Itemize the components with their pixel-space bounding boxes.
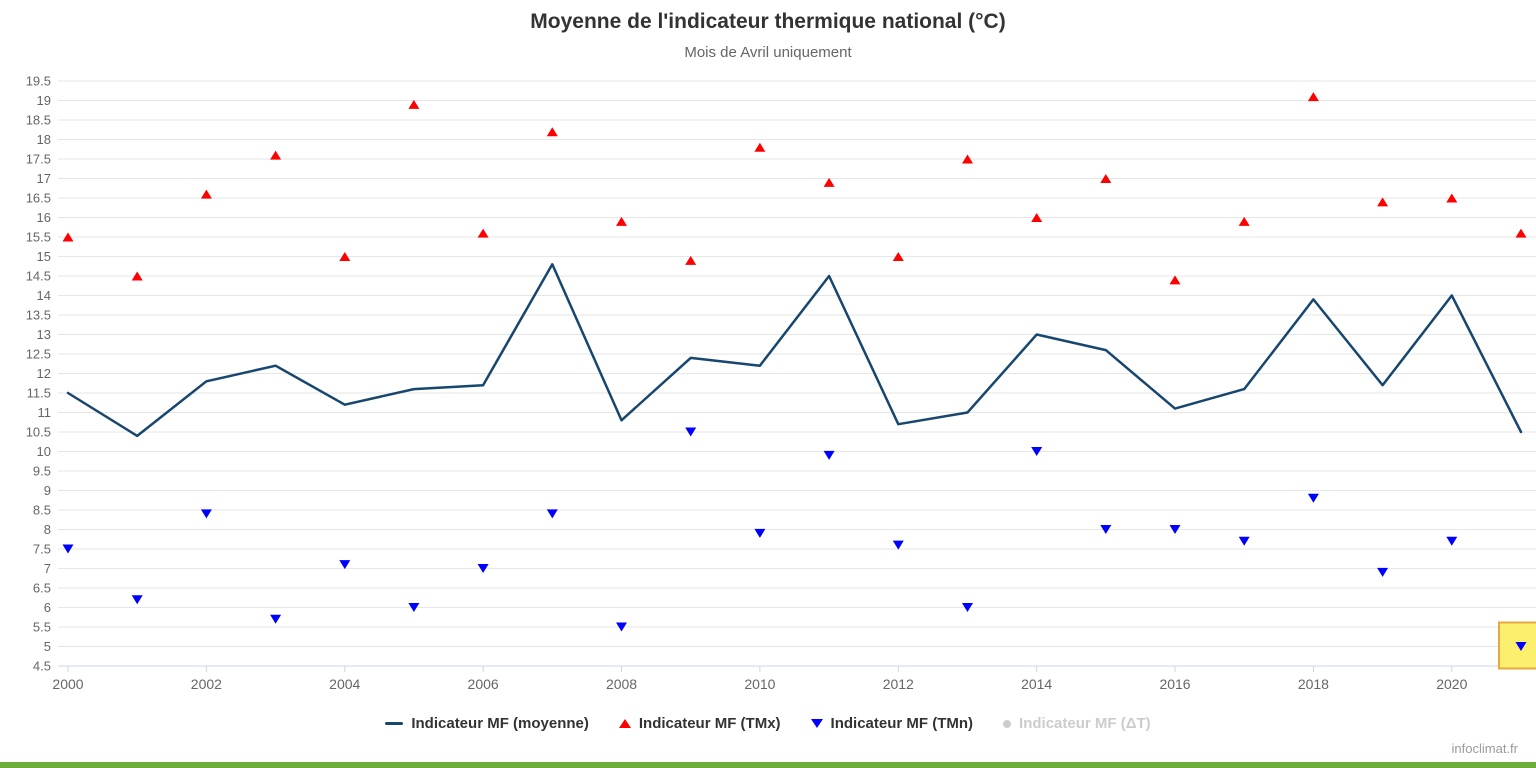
svg-text:2010: 2010 (744, 676, 775, 692)
svg-text:18: 18 (37, 132, 51, 147)
series-moyenne[interactable] (66, 263, 1523, 438)
watermark: infoclimat.fr (1451, 741, 1518, 756)
triangle-down-icon (810, 719, 823, 728)
svg-text:13: 13 (37, 327, 51, 342)
svg-text:2018: 2018 (1298, 676, 1329, 692)
svg-text:8.5: 8.5 (33, 503, 51, 518)
svg-text:14: 14 (37, 288, 51, 303)
triangle-up-icon (618, 719, 631, 728)
svg-text:15: 15 (37, 249, 51, 264)
chart-title: Moyenne de l'indicateur thermique nation… (530, 10, 1006, 33)
svg-text:8: 8 (44, 522, 51, 537)
svg-text:12.5: 12.5 (26, 347, 51, 362)
y-grid-and-labels: 4.5 5 5.5 6 6.5 7 7.5 8 8.5 9 9.5 10 10.5 11 11.5 12 12.… (26, 74, 1536, 674)
svg-text:9: 9 (44, 483, 51, 498)
svg-text:2004: 2004 (329, 676, 360, 692)
svg-text:6.5: 6.5 (33, 581, 51, 596)
legend-item-moyenne[interactable]: Indicateur MF (moyenne) (385, 715, 589, 732)
svg-text:17: 17 (37, 171, 51, 186)
svg-text:4.5: 4.5 (33, 659, 51, 674)
svg-text:10: 10 (37, 444, 51, 459)
svg-text:16: 16 (37, 210, 51, 225)
legend-label-moyenne: Indicateur MF (moyenne) (411, 715, 589, 732)
line-sample-icon (385, 722, 404, 725)
svg-text:2014: 2014 (1021, 676, 1052, 692)
series-tmx[interactable] (62, 92, 1527, 285)
legend: Indicateur MF (moyenne) Indicateur MF (T… (0, 715, 1536, 732)
svg-text:2000: 2000 (52, 676, 83, 692)
footer-brand-bar (0, 762, 1536, 768)
svg-text:7: 7 (44, 561, 51, 576)
svg-text:2012: 2012 (883, 676, 914, 692)
highlight-box (1497, 621, 1536, 670)
svg-text:19.5: 19.5 (26, 74, 51, 89)
legend-item-tmn[interactable]: Indicateur MF (TMn) (810, 715, 974, 732)
legend-label-tmn: Indicateur MF (TMn) (830, 715, 974, 732)
svg-text:2020: 2020 (1436, 676, 1467, 692)
svg-text:7.5: 7.5 (33, 542, 51, 557)
svg-text:10.5: 10.5 (26, 425, 51, 440)
svg-text:11.5: 11.5 (27, 386, 51, 401)
chart-canvas[interactable]: 4.5 5 5.5 6 6.5 7 7.5 8 8.5 9 9.5 10 10.5 11 11.5 12 12.… (0, 0, 1536, 710)
svg-text:18.5: 18.5 (26, 113, 51, 128)
chart-subtitle: Mois de Avril uniquement (684, 44, 852, 61)
circle-marker-icon (1003, 719, 1012, 728)
svg-text:2008: 2008 (606, 676, 637, 692)
legend-item-tmx[interactable]: Indicateur MF (TMx) (618, 715, 781, 732)
svg-text:17.5: 17.5 (26, 152, 51, 167)
svg-text:2002: 2002 (191, 676, 222, 692)
svg-text:5.5: 5.5 (33, 620, 51, 635)
svg-text:14.5: 14.5 (26, 269, 51, 284)
x-axis: 2000 2002 2004 2006 2008 2010 2012 2014 2016 2018… (52, 665, 1536, 692)
svg-text:15.5: 15.5 (26, 230, 51, 245)
svg-text:2006: 2006 (468, 676, 499, 692)
legend-label-tmx: Indicateur MF (TMx) (638, 715, 781, 732)
svg-text:16.5: 16.5 (26, 191, 51, 206)
svg-text:19: 19 (37, 93, 51, 108)
svg-text:5: 5 (44, 639, 51, 654)
legend-item-delta-t[interactable]: Indicateur MF (ΔT) (1003, 715, 1151, 732)
series-tmn[interactable] (62, 427, 1527, 652)
legend-label-delta-t: Indicateur MF (ΔT) (1019, 715, 1151, 732)
svg-text:11: 11 (38, 405, 52, 420)
svg-text:2016: 2016 (1159, 676, 1190, 692)
svg-text:9.5: 9.5 (33, 464, 51, 479)
svg-text:12: 12 (37, 366, 51, 381)
svg-text:6: 6 (44, 600, 51, 615)
svg-text:13.5: 13.5 (26, 308, 51, 323)
